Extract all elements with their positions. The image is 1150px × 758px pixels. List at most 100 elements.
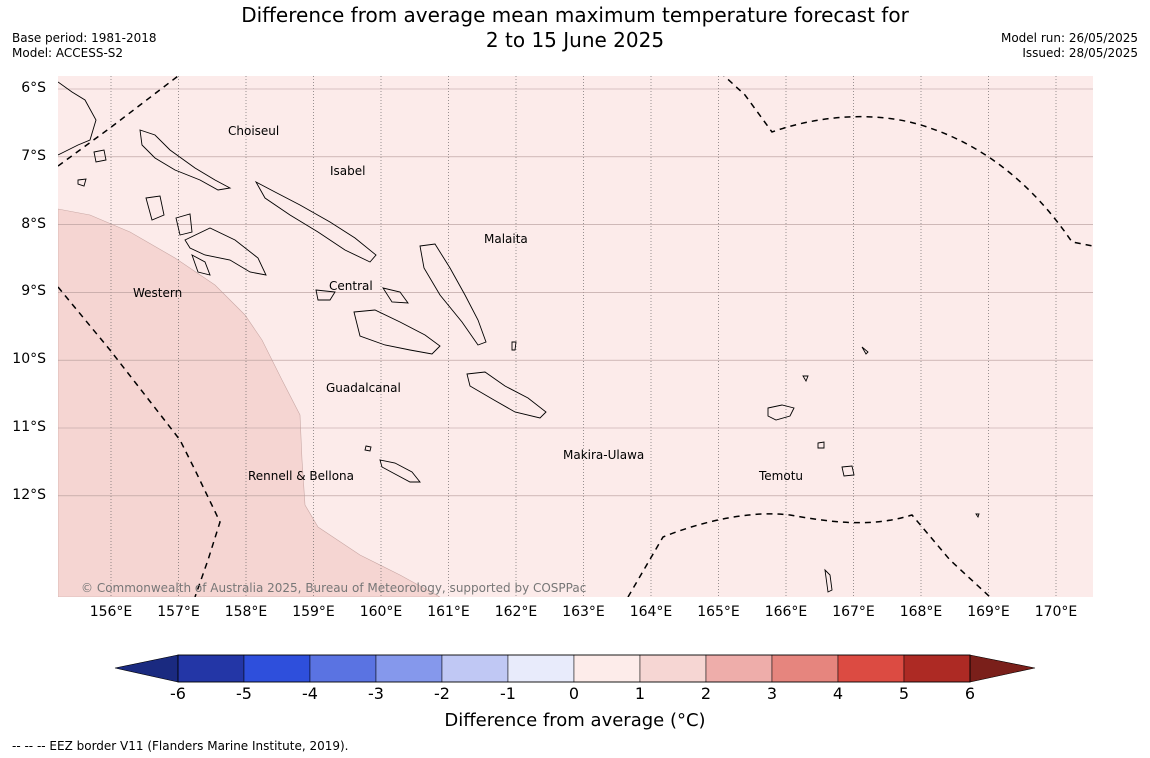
- latitude-label: 7°S: [21, 147, 46, 164]
- colorbar-tick-label: 2: [700, 684, 712, 703]
- latitude-label: 6°S: [21, 80, 46, 96]
- malaita-island: [419, 243, 487, 346]
- map-area: © Commonwealth of Australia 2025, Bureau…: [58, 76, 1093, 597]
- issued-date: Issued: 28/05/2025: [1022, 46, 1138, 60]
- eez-border-south-west: [58, 286, 221, 597]
- province-label-guadalcanal: Guadalcanal: [326, 381, 401, 395]
- province-label-temotu: Temotu: [758, 469, 803, 483]
- eez-legend-note: -- -- -- EEZ border V11 (Flanders Marine…: [12, 739, 349, 753]
- anomaly-1-2-region: [58, 208, 441, 597]
- bellona-island: [364, 445, 372, 452]
- colorbar-cells: [177, 654, 971, 683]
- colorbar-cell: [375, 654, 443, 683]
- base-period: Base period: 1981-2018: [12, 31, 157, 45]
- duff-islands: [802, 375, 809, 383]
- torres-islands: [824, 568, 833, 593]
- longitude-label: 166°E: [764, 604, 808, 620]
- ulawa-island: [511, 341, 517, 351]
- colorbar-cell: [771, 654, 839, 683]
- colorbar-tick-label: -4: [302, 684, 318, 703]
- longitude-label: 165°E: [697, 604, 740, 620]
- longitude-label: 160°E: [359, 604, 403, 620]
- meta-left: Base period: 1981-2018 Model: ACCESS-S2: [12, 31, 157, 61]
- colorbar: [114, 654, 1036, 683]
- eez-border-north-east: [723, 76, 1093, 247]
- longitude-label: 167°E: [832, 604, 875, 620]
- colorbar-tick-label: 4: [832, 684, 844, 703]
- colorbar-tick-label: -6: [170, 684, 186, 703]
- model-name: Model: ACCESS-S2: [12, 46, 124, 60]
- colorbar-cell: [639, 654, 707, 683]
- colorbar-tick-label: 3: [766, 684, 778, 703]
- colorbar-tick-label: 5: [898, 684, 910, 703]
- nggela-islands: [382, 287, 409, 304]
- isabel-island: [254, 180, 377, 263]
- longitude-label: 163°E: [562, 604, 605, 620]
- longitude-label: 168°E: [899, 604, 943, 620]
- latitude-label: 12°S: [12, 486, 46, 503]
- province-label-western: Western: [133, 286, 182, 300]
- colorbar-tick-label: -2: [434, 684, 450, 703]
- colorbar-cell: [309, 654, 377, 683]
- province-label-malaita: Malaita: [484, 232, 528, 246]
- longitude-label: 164°E: [629, 604, 673, 620]
- longitude-label: 162°E: [494, 604, 538, 620]
- model-run-date: Model run: 26/05/2025: [1000, 31, 1138, 45]
- colorbar-cell: [441, 654, 509, 683]
- vanikoro-island: [841, 465, 855, 477]
- colorbar-tick-label: -5: [236, 684, 252, 703]
- colorbar-frame: [177, 654, 971, 683]
- colorbar-cell: [705, 654, 773, 683]
- province-label-choiseul: Choiseul: [228, 124, 279, 138]
- province-label-central: Central: [329, 279, 373, 293]
- title-line-2: 2 to 15 June 2025: [485, 28, 665, 52]
- russell-islands: [315, 289, 336, 301]
- longitude-label: 159°E: [292, 604, 335, 620]
- province-label-rennell-bellona: Rennell & Bellona: [248, 469, 354, 483]
- kolombangara-island: [175, 213, 193, 236]
- rennell-island: [379, 459, 421, 483]
- colorbar-under-arrow: [114, 654, 179, 683]
- latitude-label: 10°S: [12, 351, 46, 368]
- longitude-label: 158°E: [224, 604, 268, 620]
- rendova-island: [191, 254, 211, 276]
- colorbar-cell: [837, 654, 905, 683]
- colorbar-tick-label: 1: [634, 684, 646, 703]
- graticule: [58, 76, 1093, 597]
- latitude-label: 8°S: [21, 215, 46, 232]
- latitude-label: 11°S: [12, 419, 46, 435]
- eez-border-south-east: [627, 513, 991, 597]
- meta-right: Model run: 26/05/2025 Issued: 28/05/2025: [1001, 31, 1138, 61]
- copyright-text: © Commonwealth of Australia 2025, Bureau…: [81, 581, 586, 595]
- vella-lavella-island: [145, 195, 165, 221]
- longitude-label: 161°E: [427, 604, 470, 620]
- bougainville-coast: [58, 81, 97, 156]
- santa-cruz-island: [767, 404, 795, 421]
- new-georgia-island: [184, 227, 267, 276]
- colorbar-tick-label: -3: [368, 684, 384, 703]
- longitude-label: 157°E: [157, 604, 200, 620]
- longitude-label: 170°E: [1034, 604, 1078, 620]
- small-island: [975, 513, 980, 519]
- guadalcanal-island: [353, 309, 441, 355]
- province-label-makira-ulawa: Makira-Ulawa: [563, 448, 644, 462]
- small-island: [861, 346, 869, 355]
- chart-title: Difference from average mean maximum tem…: [0, 3, 1150, 53]
- choiseul-island: [139, 129, 232, 191]
- colorbar-cell: [903, 654, 971, 683]
- coastlines: [58, 81, 980, 593]
- latitude-label: 9°S: [21, 283, 46, 300]
- province-label-isabel: Isabel: [330, 164, 365, 178]
- small-island: [93, 149, 107, 163]
- colorbar-over-arrow: [969, 654, 1036, 683]
- colorbar-cell: [507, 654, 575, 683]
- colorbar-cell: [177, 654, 245, 683]
- eez-border-north-west: [58, 76, 180, 167]
- longitude-label: 169°E: [967, 604, 1010, 620]
- eez-borders: [58, 76, 1093, 597]
- colorbar-tick-label: 0: [568, 684, 580, 703]
- small-island: [77, 178, 87, 187]
- title-line-1: Difference from average mean maximum tem…: [241, 3, 909, 27]
- utupua-island: [817, 441, 825, 449]
